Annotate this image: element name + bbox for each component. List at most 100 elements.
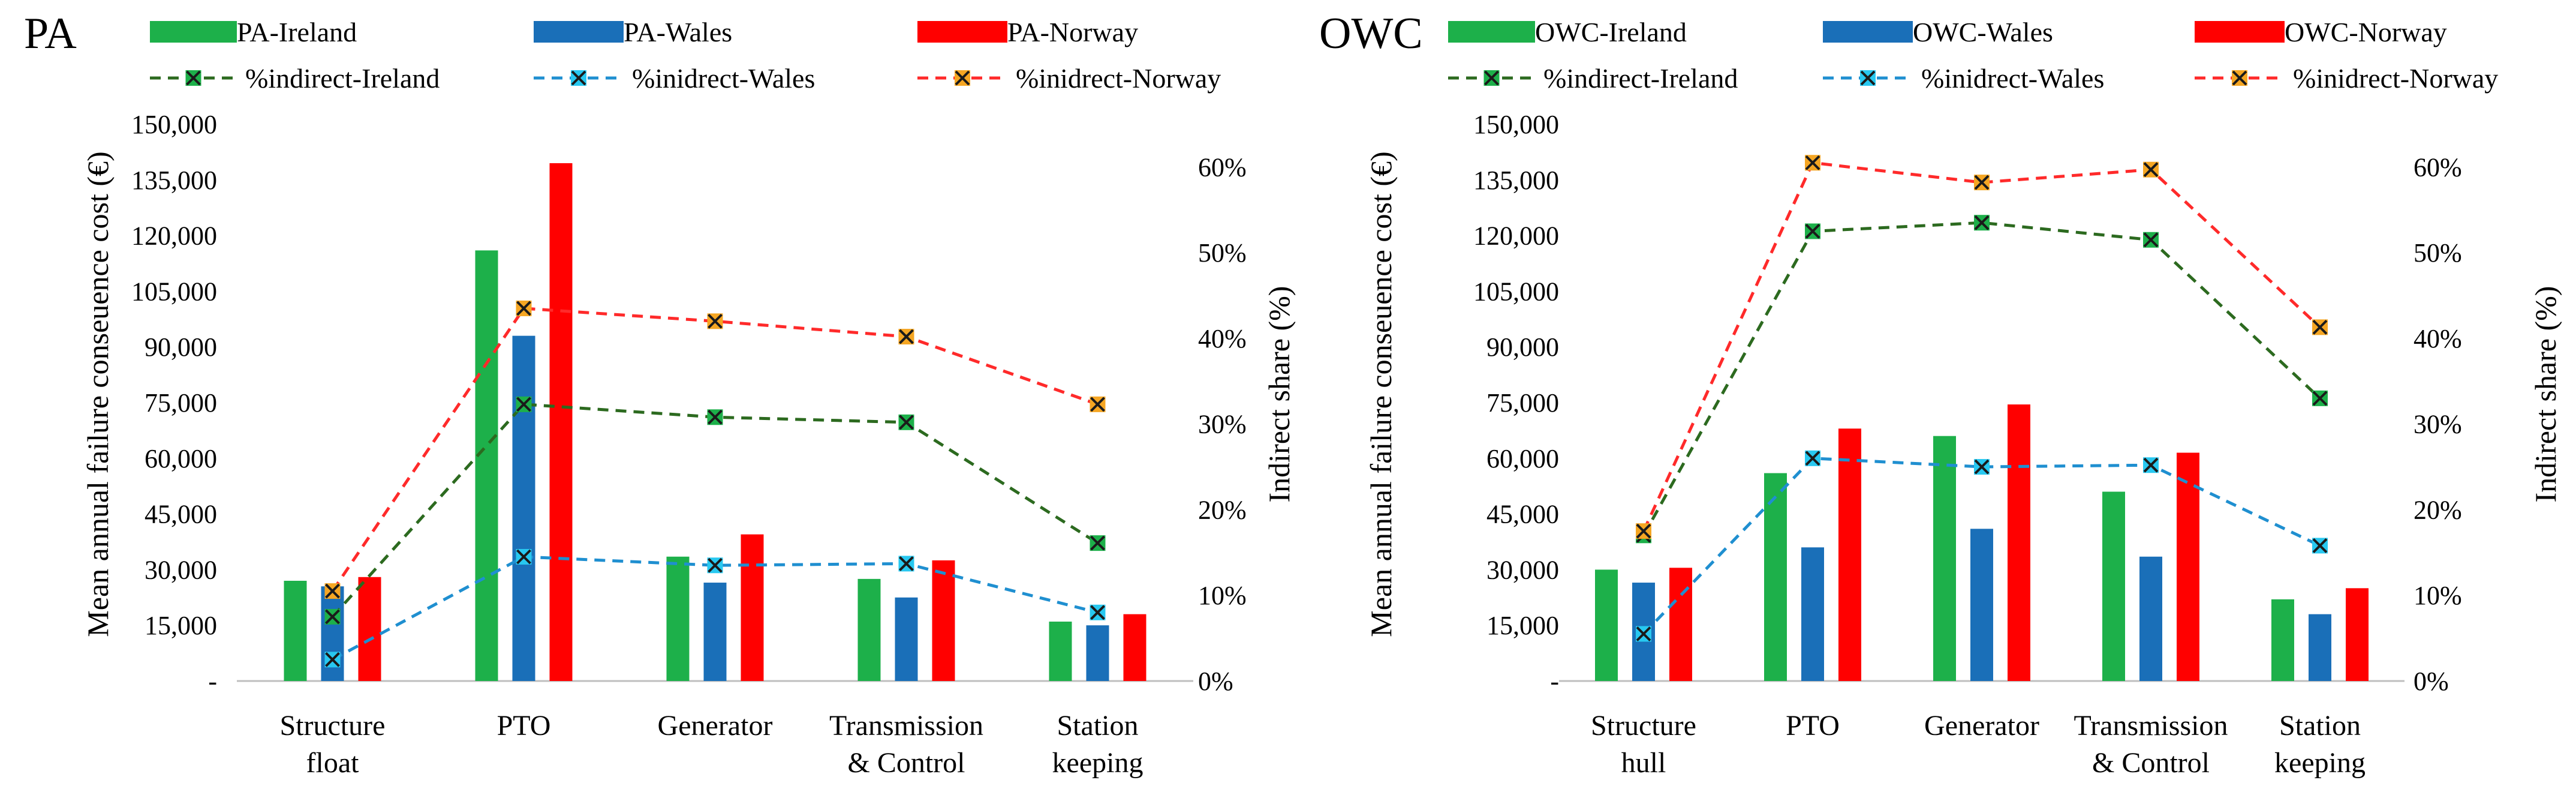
point-ireland-cross xyxy=(325,609,340,625)
bar-ireland xyxy=(666,556,690,681)
legend-item: %indirect-Ireland xyxy=(150,63,440,94)
y2-axis-title: Indirect share (%) xyxy=(1262,286,1296,503)
y2-tick-label: 50% xyxy=(2414,238,2462,268)
line-series-wales xyxy=(1636,450,2328,642)
bar-series-wales xyxy=(321,335,1109,681)
bar-wales xyxy=(512,335,535,681)
y-tick-label: - xyxy=(1550,667,1559,696)
y2-tick-label: 0% xyxy=(2414,667,2449,696)
legend-marker xyxy=(571,70,586,86)
point-ireland-cross xyxy=(2143,232,2159,248)
category-label: PTO xyxy=(1786,710,1840,742)
y2-tick-label: 0% xyxy=(1198,667,1233,696)
y-tick-label: 15,000 xyxy=(145,611,217,640)
point-wales-cross xyxy=(1090,605,1105,620)
y-tick-label: 105,000 xyxy=(131,277,217,306)
bar-wales xyxy=(1086,625,1109,681)
legend-marker-cross xyxy=(2232,70,2247,86)
legend-label: %inidrect-Norway xyxy=(1016,63,1221,94)
legend-item: PA-Ireland xyxy=(150,17,357,47)
point-ireland-cross xyxy=(1805,224,1820,239)
point-norway xyxy=(898,329,914,345)
bar-wales xyxy=(2139,556,2162,681)
panel-label: OWC xyxy=(1319,9,1423,58)
point-wales xyxy=(2312,538,2328,554)
line-wales xyxy=(332,555,1099,661)
category-label: float xyxy=(306,747,360,779)
category-label: & Control xyxy=(847,747,965,779)
y-tick-label: 105,000 xyxy=(1473,277,1559,306)
point-wales-cross xyxy=(899,556,914,571)
line-series-norway xyxy=(324,300,1106,599)
panel-label: PA xyxy=(24,9,77,58)
line-ireland xyxy=(1642,221,2321,536)
legend-marker-cross xyxy=(955,70,970,86)
line-norway xyxy=(1642,161,2321,532)
bar-wales xyxy=(895,597,918,681)
bar-norway xyxy=(741,534,764,681)
bar-ireland xyxy=(1049,622,1072,681)
category-label: Generator xyxy=(658,710,773,742)
point-ireland xyxy=(1805,223,1820,239)
point-ireland xyxy=(1974,215,1990,231)
y-tick-label: 75,000 xyxy=(145,388,217,418)
y-tick-label: 75,000 xyxy=(1486,388,1559,418)
line-series-ireland xyxy=(324,396,1106,625)
point-wales-cross xyxy=(325,652,340,667)
legend-item: %inidrect-Norway xyxy=(2195,63,2498,94)
legend-item: OWC-Ireland xyxy=(1448,17,1687,47)
legend-item: PA-Wales xyxy=(534,17,732,47)
point-norway xyxy=(1090,396,1106,412)
y-axis-title: Mean annual failure conseuence cost (€) xyxy=(81,151,115,637)
bar-wales xyxy=(1970,529,1993,681)
point-ireland xyxy=(898,414,914,430)
point-wales-cross xyxy=(1805,451,1820,466)
point-wales-cross xyxy=(708,557,723,573)
chart-panel-pa: PA - 15,000 30,000 45,000 60,000 75,000 90,000 1… xyxy=(24,9,1296,779)
bar-norway xyxy=(2008,404,2030,681)
category-label: Station xyxy=(1057,710,1138,742)
point-ireland xyxy=(1090,535,1106,551)
category-label: hull xyxy=(1621,747,1666,779)
point-wales xyxy=(2143,457,2159,473)
point-wales xyxy=(1090,604,1106,620)
bar-norway xyxy=(1123,614,1146,681)
point-norway xyxy=(1974,175,1990,191)
y-tick-label: 60,000 xyxy=(145,444,217,473)
legend-marker xyxy=(2232,70,2247,86)
y-tick-label: 135,000 xyxy=(131,166,217,195)
point-ireland-cross xyxy=(899,415,914,430)
category-label: & Control xyxy=(2092,747,2210,779)
category-label: Transmission xyxy=(829,710,983,742)
point-ireland-cross xyxy=(516,397,531,412)
y-tick-label: 60,000 xyxy=(1486,444,1559,473)
bar-ireland xyxy=(1764,473,1787,681)
line-series-norway xyxy=(1636,155,2328,539)
point-wales xyxy=(324,652,341,668)
legend-label: PA-Ireland xyxy=(237,17,357,47)
bar-ireland xyxy=(1595,569,1618,681)
bar-ireland xyxy=(2102,491,2125,681)
line-series-ireland xyxy=(1636,215,2328,544)
bar-norway xyxy=(549,163,573,682)
point-ireland xyxy=(516,396,532,412)
legend-swatch-bar xyxy=(150,21,237,43)
bar-series-wales xyxy=(1632,529,2331,681)
legend-label: %indirect-Ireland xyxy=(245,63,440,94)
point-wales xyxy=(1805,450,1820,466)
y-tick-label: 90,000 xyxy=(1486,332,1559,362)
point-ireland-cross xyxy=(1090,535,1105,551)
legend-item: OWC-Norway xyxy=(2195,17,2447,47)
bar-norway xyxy=(1669,568,1692,681)
legend-marker xyxy=(1860,70,1876,86)
y-tick-label: 135,000 xyxy=(1473,166,1559,195)
line-wales xyxy=(1642,457,2321,635)
bar-series-norway xyxy=(1669,404,2369,681)
y-tick-label: 150,000 xyxy=(131,110,217,139)
point-ireland-cross xyxy=(1974,215,1990,230)
bar-wales xyxy=(1801,547,1824,681)
point-norway-cross xyxy=(516,301,531,316)
chart-panel-owc: OWC - 15,000 30,000 45,000 60,000 75,000 90,000… xyxy=(1319,9,2562,779)
bar-norway xyxy=(2177,452,2199,681)
legend-item: PA-Norway xyxy=(917,17,1138,47)
